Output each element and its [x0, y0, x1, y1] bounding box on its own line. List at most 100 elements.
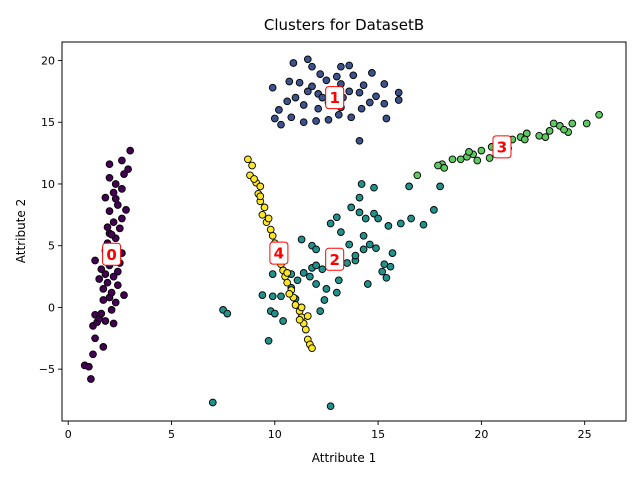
cluster-2-point-13 [299, 269, 308, 277]
cluster-1-point-9 [295, 78, 304, 87]
cluster-1-point-41 [355, 136, 364, 145]
cluster-0-point-3 [89, 350, 97, 359]
cluster-1-point-24 [283, 97, 292, 106]
y-tick-label-0: 0 [48, 301, 55, 314]
cluster-4-point-7 [260, 203, 269, 212]
cluster-2-point-12 [293, 276, 302, 285]
cluster-label-box-3 [492, 135, 512, 159]
cluster-1-point-2 [308, 62, 316, 71]
cluster-4-point-0 [244, 155, 252, 164]
cluster-2-point-39 [419, 220, 428, 229]
cluster-2-point-59 [359, 231, 368, 240]
cluster-1-point-4 [345, 61, 354, 70]
cluster-0-point-41 [105, 173, 114, 182]
cluster-1-point-3 [337, 62, 345, 71]
cluster-2-point-32 [355, 208, 364, 217]
x-tick-label-0: 0 [65, 428, 72, 441]
y-tick-label-15: 15 [41, 116, 55, 129]
x-tick-label-15: 15 [371, 428, 385, 441]
cluster-1-point-33 [287, 113, 296, 122]
cluster-1-point-23 [394, 96, 403, 104]
cluster-4-point-34 [264, 214, 273, 223]
cluster-4-point-35 [256, 192, 265, 201]
cluster-2-point-30 [378, 267, 387, 276]
cluster-0-point-51 [107, 306, 116, 314]
x-tick-label-5: 5 [168, 428, 175, 441]
cluster-2-point-49 [326, 219, 335, 228]
cluster-0-point-19 [101, 270, 110, 278]
y-tick-label-5: 5 [48, 240, 55, 253]
cluster-2-point-7 [270, 309, 279, 318]
cluster-1-point-21 [372, 92, 380, 101]
cluster-0-point-21 [97, 265, 106, 274]
cluster-2-point-57 [312, 245, 320, 254]
cluster-label-text-1: 1 [329, 89, 339, 107]
cluster-4-point-8 [258, 210, 267, 219]
cluster-3-point-27 [413, 171, 422, 180]
y-tick-label-10: 10 [41, 178, 55, 191]
cluster-2-point-42 [355, 193, 364, 202]
cluster-3-point-13 [477, 146, 486, 155]
cluster-4-point-32 [283, 269, 292, 277]
cluster-2-point-22 [343, 259, 351, 267]
cluster-0-point-33 [118, 214, 126, 223]
cluster-1-point-38 [347, 113, 356, 122]
cluster-3-point-22 [485, 154, 494, 162]
cluster-1-point-45 [365, 98, 374, 107]
cluster-label-3: 3 [492, 135, 512, 159]
cluster-0-point-37 [101, 193, 110, 202]
cluster-0-point-14 [111, 298, 120, 307]
cluster-4-point-37 [295, 315, 304, 324]
cluster-0-point-18 [113, 281, 122, 290]
cluster-label-box-0 [102, 242, 122, 266]
cluster-1-point-40 [277, 120, 285, 129]
cluster-2-point-61 [332, 213, 341, 222]
points-layer [80, 55, 603, 411]
cluster-2-point-47 [297, 235, 306, 244]
cluster-label-box-1 [325, 86, 345, 110]
cluster-0-point-31 [115, 224, 124, 233]
cluster-1-point-13 [359, 81, 368, 90]
cluster-1-point-44 [291, 93, 300, 102]
cluster-1-point-1 [303, 55, 312, 64]
cluster-0-point-44 [118, 156, 126, 165]
cluster-0-point-50 [99, 296, 108, 304]
cluster-label-text-0: 0 [106, 246, 116, 264]
cluster-label-1: 1 [325, 86, 345, 110]
cluster-1-point-11 [322, 76, 331, 85]
cluster-2-point-45 [405, 182, 413, 191]
cluster-1-point-16 [303, 87, 312, 96]
chart-title: Clusters for DatasetB [264, 16, 424, 34]
cluster-3-point-1 [582, 119, 591, 128]
cluster-1-point-22 [394, 88, 403, 97]
cluster-0-point-46 [126, 146, 135, 155]
cluster-2-point-5 [264, 336, 273, 345]
cluster-2-point-51 [351, 251, 360, 260]
x-axis-ticks: 0 5 10 15 20 25 [65, 421, 592, 441]
cluster-0-point-5 [99, 343, 108, 351]
cluster-2-point-36 [384, 222, 393, 230]
cluster-4-point-31 [285, 289, 294, 298]
x-tick-label-25: 25 [578, 428, 592, 441]
cluster-1-point-42 [318, 93, 327, 102]
cluster-1-point-32 [270, 114, 279, 123]
cluster-2-point-9 [268, 292, 277, 301]
cluster-labels-layer: 0 1 2 3 4 [102, 86, 512, 271]
cluster-0-point-4 [91, 334, 99, 343]
cluster-0-point-49 [113, 267, 122, 276]
cluster-2-point-60 [388, 249, 397, 257]
cluster-2-point-18 [316, 307, 325, 315]
cluster-0-point-23 [91, 256, 99, 265]
cluster-2-point-35 [374, 214, 382, 223]
x-tick-label-10: 10 [268, 428, 282, 441]
cluster-1-point-14 [380, 80, 389, 88]
cluster-0-point-48 [103, 223, 112, 232]
cluster-1-point-30 [380, 99, 389, 108]
cluster-1-point-8 [285, 77, 294, 86]
cluster-label-text-3: 3 [497, 138, 507, 156]
cluster-1-point-15 [268, 83, 277, 92]
cluster-0-point-39 [118, 185, 126, 193]
cluster-2-point-44 [370, 183, 378, 192]
cluster-1-point-20 [355, 88, 364, 97]
